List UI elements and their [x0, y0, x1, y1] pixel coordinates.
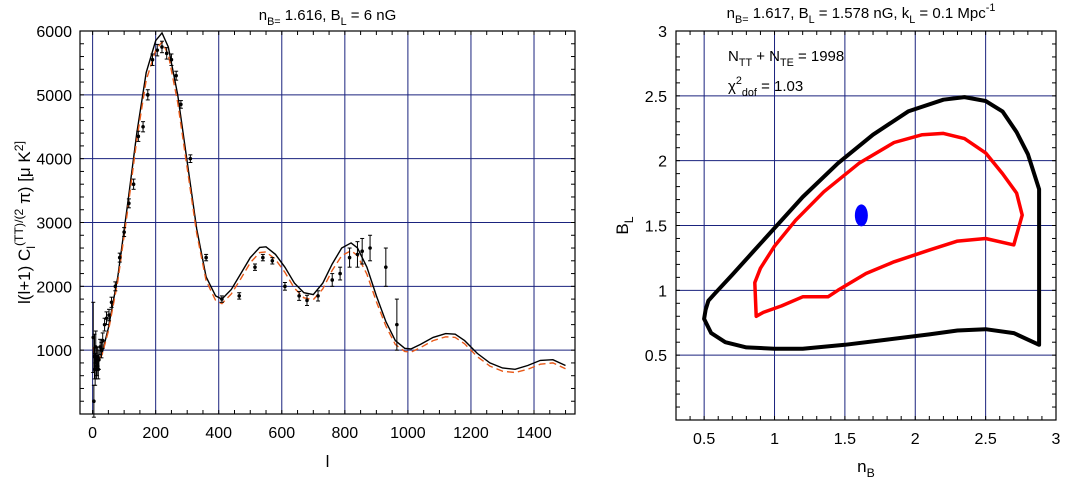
data-point [100, 338, 105, 343]
y-tick-label: 5000 [36, 88, 72, 105]
data-point [104, 316, 109, 321]
data-point [204, 255, 208, 260]
x-tick-label: 600 [268, 425, 295, 442]
x-tick-label: 1200 [453, 425, 489, 442]
y-tick-label: 1000 [36, 343, 72, 360]
data-point [237, 294, 242, 298]
outer-confidence-contour [702, 95, 1042, 351]
inner-confidence-contour [753, 131, 1024, 319]
y-tick-label: 2000 [36, 279, 72, 296]
data-point [92, 399, 96, 404]
y-axis-label: l(l+1) Cl(TT)/(2 π) [μ K2] [12, 141, 38, 304]
y-tick-label: 2.5 [645, 89, 667, 106]
data-point [330, 278, 335, 282]
data-point [117, 255, 122, 260]
y-tick-label: 2 [658, 154, 667, 171]
data-point [283, 284, 287, 289]
data-point [122, 230, 126, 234]
data-point [347, 255, 352, 260]
data-point [113, 284, 118, 289]
data-point [270, 259, 275, 263]
data-point [150, 57, 155, 62]
data-point [164, 51, 169, 56]
x-tick-label: 2 [911, 431, 920, 448]
data-point [99, 348, 104, 352]
y-tick-label: 3 [658, 24, 667, 41]
x-tick-label: 2.5 [975, 431, 997, 448]
data-point [316, 294, 320, 298]
data-point [220, 297, 224, 301]
x-axis-label: l [326, 452, 330, 471]
x-tick-label: 200 [142, 425, 169, 442]
y-axis-label: BL [613, 216, 636, 234]
likelihood-contour-panel: 0.5 1 1.5 2 2.5 3 0.5 1 1.5 2 2.5 3 NTT + NTE = 1998… [613, 2, 1061, 480]
data-point [368, 246, 372, 250]
solid-model-curve [92, 31, 566, 371]
data-point [355, 252, 360, 257]
x-tick-label: 1 [770, 431, 779, 448]
data-point [107, 313, 111, 317]
x-tick-label: 3 [1052, 431, 1061, 448]
data-point [305, 298, 309, 303]
data-point [160, 45, 164, 49]
data-point [179, 102, 183, 107]
data-point [338, 271, 342, 276]
y-tick-label: 3000 [36, 216, 72, 233]
data-point [253, 265, 257, 269]
annotation-counts: NTT + NTE = 1998 [728, 48, 844, 69]
x-tick-label: 1000 [390, 425, 426, 442]
x-tick-label: 0 [88, 425, 97, 442]
x-tick-label: 1400 [516, 425, 552, 442]
data-point [169, 57, 174, 62]
plot-frame [79, 30, 576, 415]
x-tick-label: 400 [205, 425, 232, 442]
data-point [395, 322, 399, 327]
y-tick-label: 6000 [36, 24, 72, 41]
data-point [384, 265, 388, 269]
best-fit-point [854, 204, 868, 227]
data-point [174, 73, 178, 78]
x-tick-label: 0.5 [693, 431, 715, 448]
y-tick-label: 4000 [36, 152, 72, 169]
data-point [109, 300, 114, 305]
data-point [127, 201, 131, 206]
y-tick-label: 1 [658, 283, 667, 300]
data-point [297, 294, 301, 298]
data-point [188, 156, 193, 161]
chart-title: nB= 1.617, BL = 1.578 nG, kL = 0.1 Mpc-1 [727, 2, 996, 26]
chart-title: nB= 1.616, BL = 6 nG [259, 7, 397, 28]
plot-frame [675, 30, 1057, 421]
data-point [136, 134, 141, 139]
y-tick-label: 0.5 [645, 348, 667, 365]
cmb-spectrum-panel: 0 200 400 600 800 1000 1200 1400 1000 2000 3000 400… [12, 7, 576, 471]
x-axis-label: nB [857, 457, 875, 480]
data-point [261, 255, 265, 260]
data-point [145, 93, 150, 97]
data-point [155, 48, 160, 52]
data-point [360, 249, 364, 254]
x-tick-label: 1.5 [834, 431, 856, 448]
data-point [97, 357, 101, 362]
data-point [131, 182, 136, 186]
data-point [141, 124, 145, 129]
annotation-chi2: χ2dof = 1.03 [728, 75, 803, 99]
x-tick-label: 800 [331, 425, 358, 442]
y-tick-label: 1.5 [645, 219, 667, 236]
